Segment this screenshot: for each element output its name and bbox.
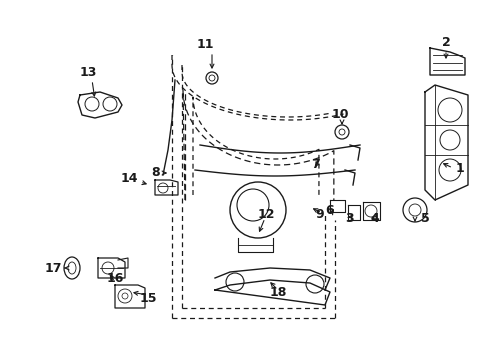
Text: 4: 4 <box>370 211 379 225</box>
Text: 14: 14 <box>120 171 138 184</box>
Text: 7: 7 <box>310 158 319 171</box>
Text: 13: 13 <box>79 66 97 78</box>
Text: 2: 2 <box>441 36 449 49</box>
Text: 8: 8 <box>151 166 160 180</box>
Text: 16: 16 <box>106 271 123 284</box>
Text: 10: 10 <box>330 108 348 122</box>
Text: 6: 6 <box>325 203 334 216</box>
Text: 1: 1 <box>455 162 464 175</box>
Text: 9: 9 <box>315 208 324 221</box>
Text: 12: 12 <box>257 208 274 221</box>
Text: 18: 18 <box>269 285 286 298</box>
Text: 11: 11 <box>196 39 213 51</box>
Text: 17: 17 <box>44 261 62 274</box>
Text: 3: 3 <box>344 211 353 225</box>
Text: 15: 15 <box>139 292 157 305</box>
Text: 5: 5 <box>420 211 428 225</box>
